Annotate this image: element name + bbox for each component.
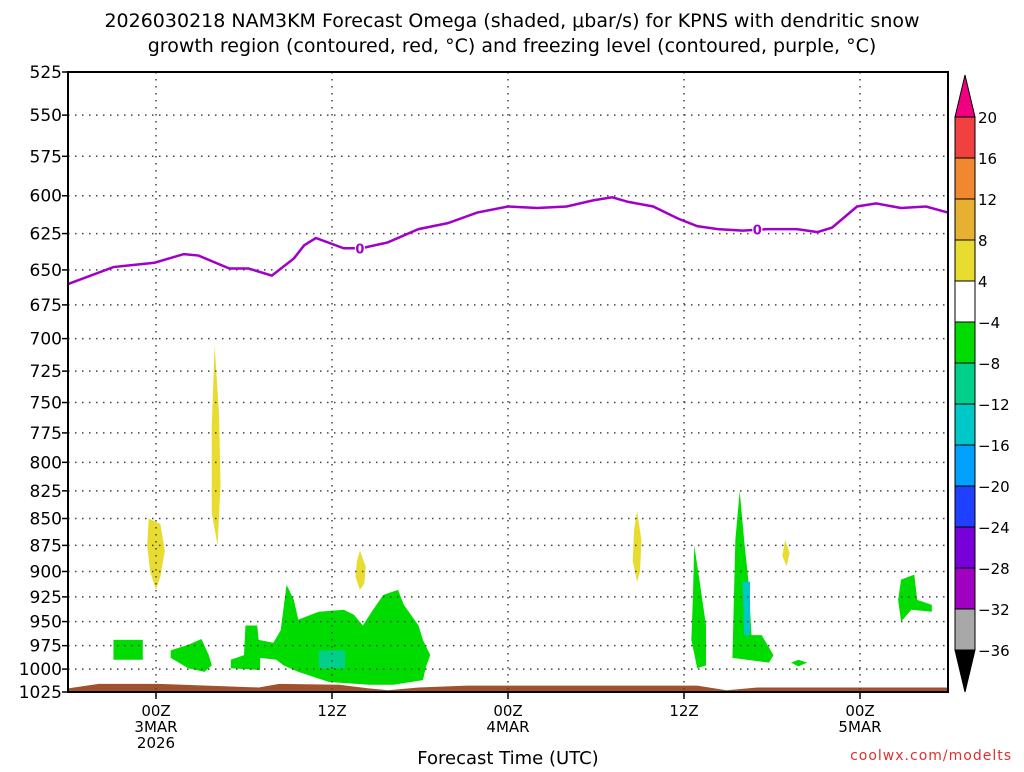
ground-surface <box>68 683 948 692</box>
colorbar-box <box>954 239 976 282</box>
colorbar-label: −28 <box>978 560 1010 578</box>
colorbar-box <box>954 321 976 364</box>
plot-frame <box>67 71 949 693</box>
y-tick-label: 625 <box>30 225 62 245</box>
x-tick-label: 2026 <box>137 734 175 752</box>
omega-region-9 <box>691 545 706 669</box>
omega-region-1 <box>211 345 221 546</box>
y-tick-label: 1000 <box>19 660 62 680</box>
colorbar-label: −4 <box>978 314 1000 332</box>
colorbar-box <box>954 116 976 159</box>
y-tick-label: 750 <box>30 394 62 414</box>
colorbar-label: −16 <box>978 437 1010 455</box>
y-tick-label: 1025 <box>19 683 62 703</box>
omega-region-6 <box>170 638 212 672</box>
x-axis-label: Forecast Time (UTC) <box>417 748 598 768</box>
y-tick-label: 850 <box>30 510 62 530</box>
colorbar-label: −20 <box>978 478 1010 496</box>
colorbar-label: −32 <box>978 601 1010 619</box>
colorbar-label: 12 <box>978 191 997 209</box>
colorbar-label: 8 <box>978 232 988 250</box>
x-tick-label: 00Z <box>845 702 874 720</box>
colorbar-label: −8 <box>978 355 1000 373</box>
colorbar: 20 16 12 8 4 −4 −8 −12 −16 −20 −24 −28 −32 −36 <box>954 74 1010 693</box>
colorbar-box <box>954 362 976 405</box>
omega-region-4 <box>782 540 790 567</box>
x-tick-label: 12Z <box>317 702 346 720</box>
omega-region-7 <box>230 584 431 685</box>
colorbar-box <box>954 198 976 241</box>
y-tick-label: 925 <box>30 588 62 608</box>
omega-region-8 <box>318 650 346 669</box>
colorbar-label: −24 <box>978 519 1010 537</box>
omega-region-12 <box>791 659 808 667</box>
y-tick-label: 800 <box>30 453 62 473</box>
omega-region-5 <box>113 639 143 660</box>
colorbar-top-arrow <box>954 74 976 118</box>
y-tick-label: 525 <box>30 63 62 83</box>
colorbar-label: 20 <box>978 109 997 127</box>
chart-title-line-2: growth region (contoured, red, °C) and f… <box>148 35 877 57</box>
colorbar-box <box>954 157 976 200</box>
credit-text: coolwx.com/modelts <box>850 748 1012 764</box>
omega-region-3 <box>632 510 642 582</box>
y-tick-label: 900 <box>30 562 62 582</box>
colorbar-box <box>954 526 976 569</box>
contour-label-bg <box>752 221 763 238</box>
y-tick-label: 575 <box>30 147 62 167</box>
y-tick-label: 650 <box>30 261 62 281</box>
colorbar-box <box>954 608 976 651</box>
x-tick-label: 3MAR <box>134 718 177 736</box>
y-tick-label: 675 <box>30 296 62 316</box>
freezing-level-label: 0 <box>355 242 364 257</box>
colorbar-label: −12 <box>978 396 1010 414</box>
colorbar-box <box>954 444 976 487</box>
plot-area: 525 550 575 600 625 650 675 700 725 750 775 800 825 8… <box>19 63 949 752</box>
y-tick-label: 975 <box>30 637 62 657</box>
x-tick-label: 4MAR <box>486 718 529 736</box>
y-tick-label: 875 <box>30 536 62 556</box>
omega-region-13 <box>898 574 932 622</box>
freezing-level-label: 0 <box>753 224 762 239</box>
omega-region-0 <box>147 518 165 590</box>
colorbar-box <box>954 403 976 446</box>
x-tick-label: 00Z <box>141 702 170 720</box>
colorbar-box <box>954 485 976 528</box>
omega-region-2 <box>355 550 366 590</box>
omega-region-10 <box>732 490 774 663</box>
y-tick-label: 825 <box>30 482 62 502</box>
chart-title-line-1: 2026030218 NAM3KM Forecast Omega (shaded… <box>104 10 919 32</box>
freezing-level-line <box>67 196 949 286</box>
colorbar-label: 4 <box>978 273 988 291</box>
y-tick-label: 950 <box>30 613 62 633</box>
y-tick-label: 725 <box>30 362 62 382</box>
contour-label-bg <box>354 240 365 257</box>
colorbar-label: −36 <box>978 642 1010 660</box>
y-tick-label: 700 <box>30 330 62 350</box>
y-tick-label: 600 <box>30 187 62 207</box>
x-tick-label: 00Z <box>493 702 522 720</box>
x-tick-label: 5MAR <box>838 718 881 736</box>
y-tick-label: 550 <box>30 106 62 126</box>
x-tick-label: 12Z <box>669 702 698 720</box>
colorbar-box <box>954 567 976 610</box>
colorbar-label: 16 <box>978 150 997 168</box>
colorbar-bottom-arrow <box>954 649 976 693</box>
colorbar-box <box>954 280 976 323</box>
y-tick-label: 775 <box>30 424 62 444</box>
